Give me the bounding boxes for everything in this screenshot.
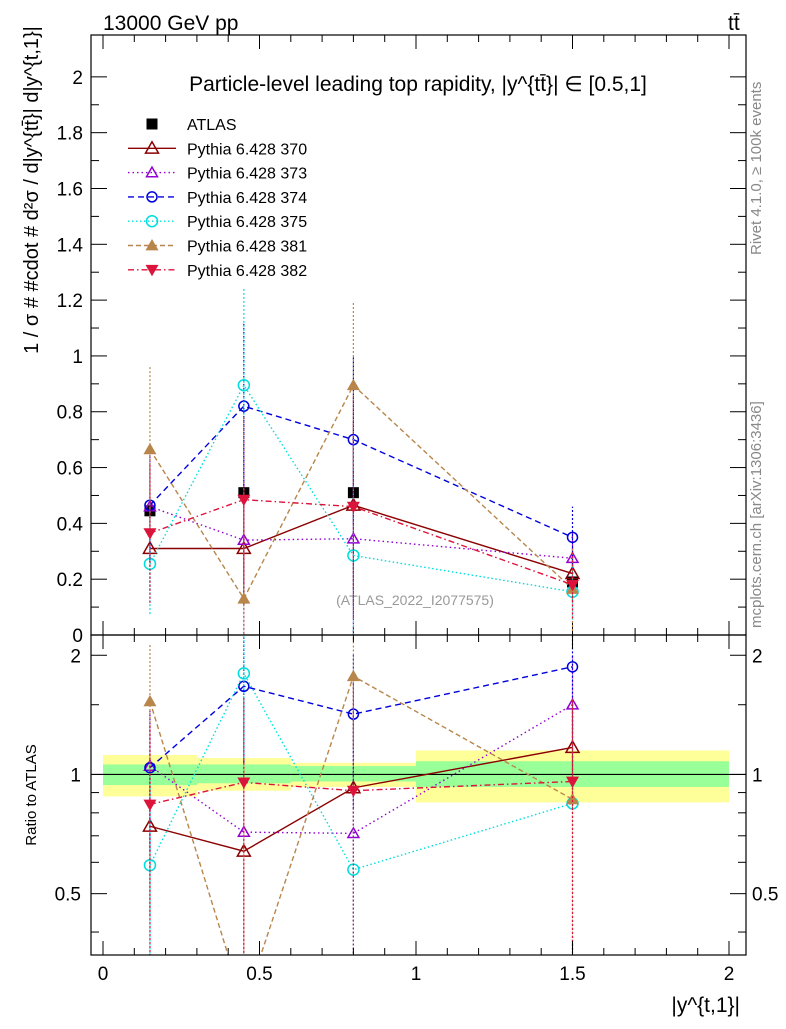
legend-marker-375 bbox=[145, 214, 159, 228]
ratio-line-381 bbox=[149, 675, 573, 955]
ratio-y-tick-label-right: 1 bbox=[752, 765, 763, 786]
ratio-point-381 bbox=[143, 694, 157, 707]
point-381 bbox=[237, 592, 251, 604]
ratio-point-381 bbox=[566, 792, 579, 805]
legend-label-370: Pythia 6.428 370 bbox=[187, 141, 307, 158]
ratio-series-382 bbox=[143, 682, 579, 955]
legend-label-374: Pythia 6.428 374 bbox=[187, 190, 307, 207]
x-tick-label: 1 bbox=[411, 964, 422, 985]
ratio-point-375 bbox=[237, 667, 251, 680]
ratio-y-tick-label: 0.5 bbox=[55, 885, 81, 906]
series-line-370 bbox=[149, 504, 573, 575]
legend-label-373: Pythia 6.428 373 bbox=[187, 166, 307, 183]
ratio-line-373 bbox=[149, 704, 573, 835]
ratio-y-axis-label: Ratio to ATLAS bbox=[23, 744, 40, 845]
y-tick-label: 0.2 bbox=[57, 570, 83, 591]
y-tick-label: 1.2 bbox=[57, 291, 83, 312]
ratio-point-374 bbox=[566, 661, 579, 673]
ratio-panel: 0.5 0.5 1 1 2 2 0 0.5 1 1.5 2 bbox=[55, 634, 778, 985]
ratio-line-374 bbox=[149, 666, 573, 769]
y-tick-label: 2 bbox=[72, 68, 83, 89]
y-tick-label: 0.6 bbox=[57, 459, 83, 480]
point-382 bbox=[566, 579, 579, 592]
ratio-y-tick-label-right: 0.5 bbox=[752, 885, 778, 906]
y-tick-label: 0 bbox=[72, 626, 83, 647]
ratio-line-382 bbox=[149, 780, 573, 806]
point-375 bbox=[237, 378, 251, 392]
x-tick-label: 0.5 bbox=[246, 964, 272, 985]
point-373 bbox=[237, 533, 251, 545]
legend-marker-370 bbox=[144, 140, 160, 154]
mcplots-label: mcplots.cern.ch [arXiv:1306:3436] bbox=[748, 401, 765, 628]
ratio-point-382 bbox=[566, 776, 579, 788]
ratio-y-tick-label-right: 2 bbox=[752, 646, 763, 667]
series-line-381 bbox=[149, 384, 573, 601]
main-y-axis-label: 1 / σ # #cdot # d²σ / d|y^{tt̄}| d|y^{t,… bbox=[21, 26, 43, 354]
ratio-line-375 bbox=[149, 671, 573, 871]
x-tick-label: 1.5 bbox=[559, 964, 585, 985]
x-tick-label: 2 bbox=[724, 964, 735, 985]
series-382 bbox=[143, 395, 579, 619]
series-line-375 bbox=[149, 383, 573, 593]
y-tick-label: 1.6 bbox=[57, 179, 83, 200]
ratio-series-381 bbox=[143, 635, 579, 955]
main-series-group bbox=[142, 287, 581, 635]
ratio-point-381 bbox=[346, 669, 360, 682]
point-382 bbox=[237, 494, 251, 507]
y-tick-label: 1.4 bbox=[57, 235, 84, 256]
y-tick-label: 0.4 bbox=[57, 514, 84, 535]
ratio-y-tick-label: 1 bbox=[70, 765, 81, 786]
plot-title: Particle-level leading top rapidity, |y^… bbox=[189, 73, 647, 96]
point-381 bbox=[143, 442, 157, 455]
legend: ATLAS Pythia 6.428 370 Pythia 6.428 373 Pyt… bbox=[128, 117, 307, 280]
ratio-frame bbox=[90, 634, 747, 956]
y-tick-label: 1.8 bbox=[57, 124, 83, 145]
legend-label-ATLAS: ATLAS bbox=[187, 117, 237, 134]
y-tick-label: 1 bbox=[72, 347, 83, 368]
point-381 bbox=[346, 378, 360, 391]
legend-marker-373 bbox=[145, 165, 159, 178]
uncertainty-band-inner bbox=[290, 766, 416, 782]
x-tick-label: 0 bbox=[98, 964, 109, 985]
ratio-line-370 bbox=[149, 746, 573, 852]
ratio-point-382 bbox=[346, 785, 360, 798]
ratio-point-382 bbox=[143, 799, 157, 811]
legend-marker-374 bbox=[146, 191, 158, 203]
y-tick-label: 0.8 bbox=[57, 403, 83, 424]
analysis-watermark: (ATLAS_2022_I2077575) bbox=[336, 592, 494, 608]
x-axis-label: |y^{t,1}| bbox=[671, 994, 740, 1017]
legend-label-375: Pythia 6.428 375 bbox=[187, 214, 307, 231]
point-374 bbox=[566, 531, 579, 544]
legend-label-381: Pythia 6.428 381 bbox=[187, 239, 307, 256]
series-line-382 bbox=[149, 498, 573, 586]
legend-marker-382 bbox=[145, 264, 159, 277]
legend-marker-ATLAS bbox=[146, 118, 158, 130]
rivet-label: Rivet 4.1.0, ≥ 100k events bbox=[748, 82, 765, 255]
series-line-373 bbox=[149, 505, 573, 559]
energy-label: 13000 GeV pp bbox=[103, 12, 238, 35]
process-label: tt̄ bbox=[728, 12, 740, 35]
point-382 bbox=[143, 528, 157, 540]
ratio-plot-group bbox=[91, 635, 746, 955]
main-panel: 0 0.2 0.4 0.6 0.8 1 1.2 1.4 1.6 1.8 2 (ATLAS_2022_I… bbox=[57, 34, 747, 647]
legend-label-382: Pythia 6.428 382 bbox=[187, 263, 307, 280]
legend-marker-381 bbox=[145, 239, 159, 251]
point-382 bbox=[346, 501, 360, 514]
ratio-point-382 bbox=[237, 777, 251, 789]
ratio-y-tick-label: 2 bbox=[70, 646, 81, 667]
series-line-374 bbox=[149, 405, 573, 538]
